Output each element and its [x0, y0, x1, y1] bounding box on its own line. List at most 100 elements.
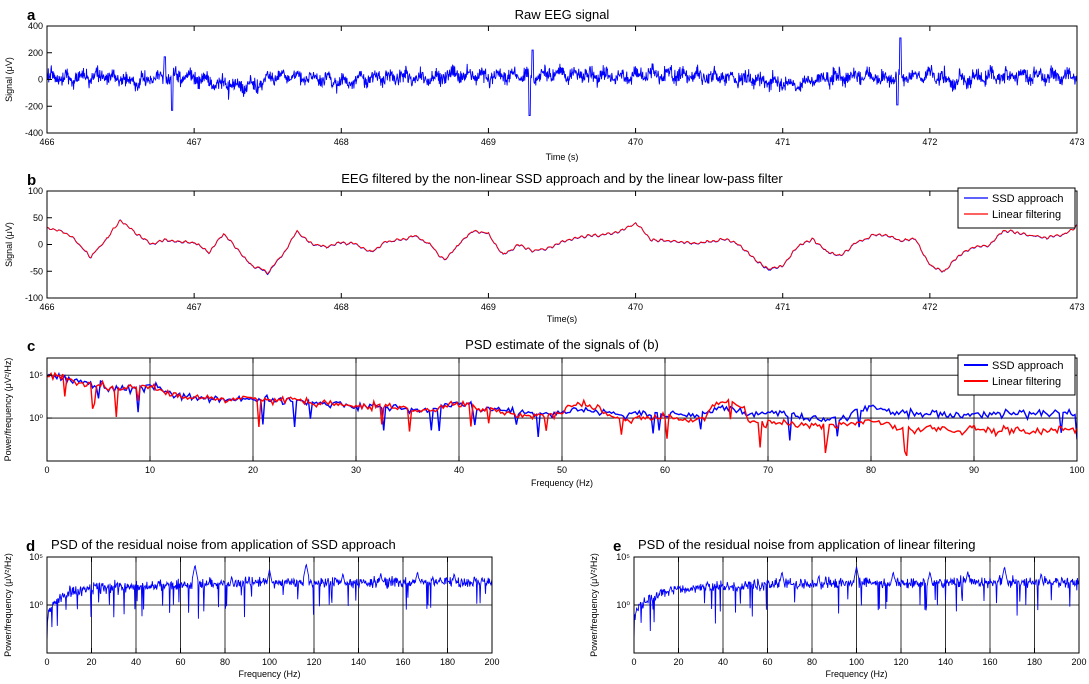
legend-entry: SSD approach — [992, 193, 1064, 205]
x-tick-label: 470 — [628, 137, 643, 147]
panel-label: e — [613, 538, 621, 555]
legend-entry: Linear filtering — [992, 376, 1061, 388]
legend-box — [957, 187, 1076, 229]
y-axis-label: Power/frequency (μV²/Hz) — [589, 553, 599, 657]
y-tick-label: 0 — [38, 75, 43, 85]
y-tick-label: -50 — [30, 266, 43, 276]
x-tick-label: 180 — [1027, 657, 1042, 667]
x-tick-label: 100 — [262, 657, 277, 667]
legend: SSD approach Linear filtering — [957, 354, 1076, 396]
x-tick-label: 473 — [1069, 137, 1084, 147]
x-tick-label: 90 — [969, 465, 979, 475]
x-tick-label: 40 — [454, 465, 464, 475]
panel-e: 0 20 40 60 80 100 120 140 160 180 200 10⁵ 10⁰ e PSD of… — [589, 537, 1087, 679]
x-tick-label: 470 — [628, 302, 643, 312]
x-tick-label: 472 — [922, 302, 937, 312]
x-tick-label: 472 — [922, 137, 937, 147]
panel-c: 0 10 20 30 40 50 60 70 80 90 100 10⁵ 10⁰ c PSD estimat… — [3, 337, 1085, 488]
x-tick-label: 0 — [44, 657, 49, 667]
x-tick-label: 473 — [1069, 302, 1084, 312]
x-tick-label: 468 — [334, 302, 349, 312]
series-line-linear-filtering — [47, 371, 1077, 457]
legend-entry: SSD approach — [992, 360, 1064, 372]
x-tick-label: 50 — [557, 465, 567, 475]
y-tick-label: 200 — [28, 48, 43, 58]
panel-title: EEG filtered by the non-linear SSD appro… — [341, 171, 783, 186]
legend-entry: Linear filtering — [992, 209, 1061, 221]
panel-b: 466 467 468 469 470 471 472 473 100 50 0 -50 -100 b EE… — [4, 171, 1085, 324]
panel-label: d — [26, 538, 35, 555]
y-tick-label: 10⁵ — [29, 552, 43, 562]
x-tick-label: 60 — [660, 465, 670, 475]
series-line-signal — [634, 566, 1079, 641]
x-tick-label: 180 — [440, 657, 455, 667]
y-tick-label: -200 — [25, 101, 43, 111]
series-line-linear-filtering — [47, 219, 1077, 275]
x-tick-label: 467 — [187, 137, 202, 147]
x-tick-label: 60 — [762, 657, 772, 667]
x-tick-label: 0 — [631, 657, 636, 667]
series-line-ssd-approach — [47, 371, 1077, 441]
x-tick-label: 120 — [893, 657, 908, 667]
x-tick-label: 10 — [145, 465, 155, 475]
x-tick-label: 468 — [334, 137, 349, 147]
x-tick-label: 60 — [175, 657, 185, 667]
x-tick-label: 160 — [982, 657, 997, 667]
y-tick-label: 10⁵ — [616, 552, 630, 562]
panel-title: PSD of the residual noise from applicati… — [51, 537, 396, 552]
panel-label: c — [27, 338, 35, 355]
x-axis-label: Frequency (Hz) — [238, 669, 300, 679]
x-tick-label: 20 — [86, 657, 96, 667]
series-line-signal — [47, 563, 492, 642]
x-tick-label: 100 — [1069, 465, 1084, 475]
axes-box — [46, 190, 1078, 299]
x-axis-label: Frequency (Hz) — [825, 669, 887, 679]
x-tick-label: 471 — [775, 137, 790, 147]
x-tick-label: 469 — [481, 137, 496, 147]
x-axis-label: Time (s) — [546, 152, 579, 162]
x-tick-label: 80 — [866, 465, 876, 475]
y-axis-label: Power/frequency (μV²/Hz) — [3, 553, 13, 657]
y-tick-label: 10⁰ — [29, 600, 43, 610]
y-axis-label: Power/frequency (μV²/Hz) — [3, 358, 13, 462]
y-tick-label: 10⁵ — [29, 370, 43, 380]
panel-label: b — [27, 172, 36, 189]
y-tick-label: -100 — [25, 293, 43, 303]
x-tick-label: 466 — [39, 137, 54, 147]
x-tick-label: 140 — [351, 657, 366, 667]
x-tick-label: 20 — [673, 657, 683, 667]
x-tick-label: 200 — [1071, 657, 1086, 667]
panel-title: PSD estimate of the signals of (b) — [465, 337, 659, 352]
panel-label: a — [27, 7, 36, 24]
x-axis-label: Time(s) — [547, 314, 577, 324]
y-tick-label: -400 — [25, 128, 43, 138]
y-tick-label: 10⁰ — [29, 413, 43, 423]
panel-a: 466 467 468 469 470 471 472 473 400 200 0 -200 -400 a… — [4, 7, 1085, 162]
x-tick-label: 471 — [775, 302, 790, 312]
x-tick-label: 200 — [484, 657, 499, 667]
y-tick-label: 10⁰ — [616, 600, 630, 610]
x-tick-label: 140 — [938, 657, 953, 667]
x-tick-label: 466 — [39, 302, 54, 312]
x-tick-label: 469 — [481, 302, 496, 312]
x-axis-label: Frequency (Hz) — [531, 478, 593, 488]
x-tick-label: 467 — [187, 302, 202, 312]
y-axis-label: Signal (μV) — [4, 57, 14, 102]
x-tick-label: 80 — [220, 657, 230, 667]
series-line-signal — [47, 37, 1077, 117]
panel-title: PSD of the residual noise from applicati… — [638, 537, 975, 552]
x-tick-label: 40 — [718, 657, 728, 667]
panel-d: 0 20 40 60 80 100 120 140 160 180 200 10⁵ 10⁰ d PSD of… — [3, 537, 500, 679]
legend: SSD approach Linear filtering — [957, 187, 1076, 229]
x-tick-label: 20 — [248, 465, 258, 475]
x-tick-label: 100 — [849, 657, 864, 667]
x-tick-label: 40 — [131, 657, 141, 667]
x-tick-label: 0 — [44, 465, 49, 475]
x-tick-label: 80 — [807, 657, 817, 667]
y-tick-label: 400 — [28, 21, 43, 31]
x-tick-label: 120 — [306, 657, 321, 667]
x-tick-label: 160 — [395, 657, 410, 667]
x-tick-label: 30 — [351, 465, 361, 475]
y-tick-label: 0 — [38, 240, 43, 250]
